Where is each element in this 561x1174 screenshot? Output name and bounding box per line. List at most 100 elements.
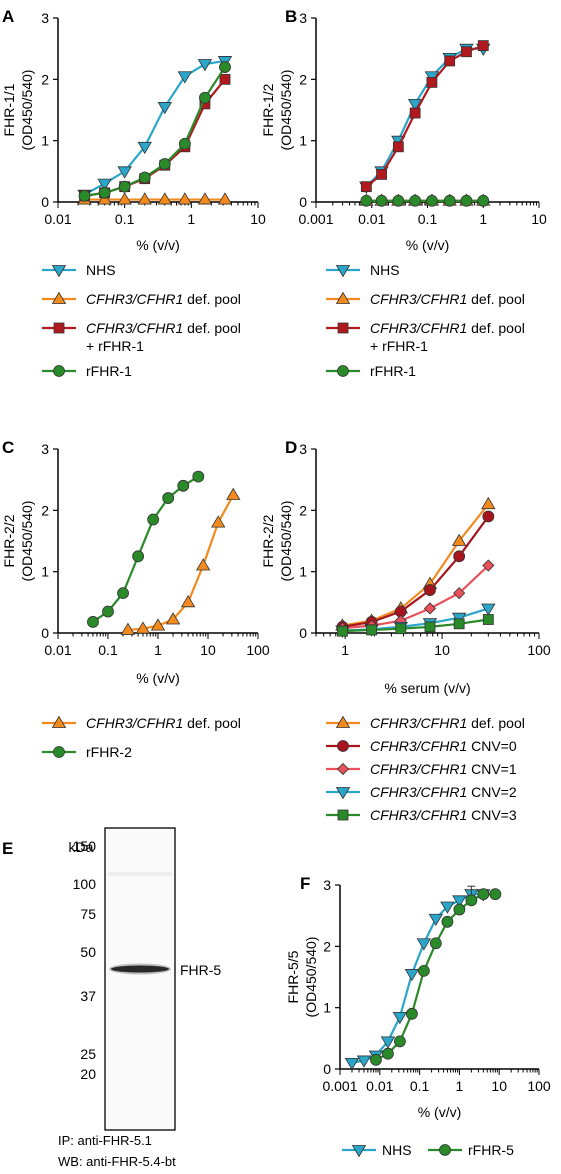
data-point — [460, 194, 473, 207]
legend-marker — [337, 809, 349, 821]
y-tick-label: 0 — [299, 194, 307, 210]
data-point — [452, 895, 467, 908]
y-axis-label-unit: (OD450/540) — [303, 937, 319, 1018]
data-point — [356, 1055, 372, 1068]
x-tick-label: 0.01 — [44, 642, 71, 658]
y-tick-label: 1 — [41, 133, 49, 149]
legend-A: NHS CFHR3/CFHR1 def. pool CFHR3/CFHR1 def.… — [42, 262, 241, 379]
series-nhs — [77, 56, 233, 202]
series-line — [84, 66, 226, 197]
legend-marker — [53, 365, 65, 377]
series-line — [92, 475, 199, 623]
x-tick-label: 1 — [187, 211, 195, 227]
data-point — [482, 614, 494, 625]
series-nhs — [344, 889, 491, 1071]
fhr5-band — [111, 965, 169, 973]
y-axis-label-unit: (OD450/540) — [278, 70, 294, 151]
legend-label: NHS — [86, 262, 116, 278]
legend-label: CFHR3/CFHR1 def. pool — [86, 715, 241, 731]
data-point — [394, 1035, 406, 1048]
kda-marker-label: 100 — [73, 876, 97, 892]
y-tick-label: 0 — [323, 1061, 331, 1077]
data-point — [453, 618, 465, 630]
data-point — [180, 595, 196, 608]
data-point — [404, 969, 420, 982]
data-point — [177, 71, 193, 84]
legend-label: CFHR3/CFHR1 def. pool — [370, 715, 525, 731]
kda-label: kDa — [69, 839, 94, 855]
data-point — [477, 194, 490, 207]
data-point — [98, 186, 111, 199]
x-tick-label: 10 — [200, 642, 216, 658]
x-tick-label: 10 — [250, 211, 266, 227]
x-axis-label: % (v/v) — [418, 1104, 462, 1120]
legend-label: rFHR-1 — [370, 363, 416, 379]
legend-label: rFHR-5 — [468, 1142, 514, 1158]
x-tick-label: 10 — [491, 1078, 507, 1094]
x-tick-label: 0.001 — [298, 211, 333, 227]
data-point — [477, 40, 489, 51]
data-point — [481, 603, 496, 616]
legend-marker — [51, 291, 67, 304]
panel-letter: E — [2, 839, 13, 858]
data-point — [426, 77, 438, 88]
chart-A: A 0 1 2 3 0.01 0.1 1 10 % (v/v) FHR-1/1 (OD450/540) — [1, 7, 266, 253]
y-axis-label-unit: (OD450/540) — [19, 70, 35, 151]
data-point — [382, 1047, 394, 1060]
data-point — [366, 624, 378, 636]
data-point — [395, 623, 407, 635]
data-point — [453, 550, 466, 563]
data-point — [392, 1011, 408, 1025]
data-point — [157, 102, 173, 115]
data-point — [481, 496, 496, 510]
legend-B: NHS CFHR3/CFHR1 def. pool CFHR3/CFHR1 def.… — [326, 262, 525, 379]
y-tick-label: 1 — [41, 564, 49, 580]
data-point — [441, 915, 454, 928]
x-tick-label: 100 — [527, 642, 551, 658]
x-tick-label: 0.01 — [44, 211, 71, 227]
legend-marker — [335, 291, 351, 304]
data-point — [117, 192, 132, 205]
data-point — [137, 141, 152, 155]
data-point — [78, 189, 91, 202]
data-point — [443, 194, 456, 207]
legend-marker — [439, 1144, 451, 1156]
y-axis-label-unit: (OD450/540) — [19, 501, 35, 582]
data-point — [219, 61, 231, 73]
data-point — [405, 1007, 418, 1020]
data-point — [197, 192, 213, 205]
series-cnv2 — [335, 603, 496, 638]
data-point — [102, 605, 114, 618]
data-point — [424, 621, 436, 633]
legend-marker — [51, 715, 67, 728]
data-point — [199, 91, 211, 104]
data-point — [137, 192, 152, 205]
x-axis-label: % (v/v) — [136, 670, 180, 686]
data-point — [453, 587, 466, 600]
data-point — [135, 621, 151, 634]
legend-marker — [337, 322, 349, 334]
x-tick-label: 0.1 — [410, 1078, 430, 1094]
legend-label: CFHR3/CFHR1 CNV=3 — [370, 807, 517, 823]
y-tick-label: 2 — [299, 71, 307, 87]
x-tick-label: 0.01 — [358, 211, 385, 227]
x-tick-label: 0.1 — [418, 211, 438, 227]
legend-marker — [335, 787, 351, 800]
data-point — [219, 73, 231, 85]
data-point — [409, 107, 421, 119]
y-axis-label: FHR-1/1 — [1, 83, 17, 136]
data-point — [370, 1053, 382, 1066]
y-axis-label-unit: (OD450/540) — [278, 501, 294, 582]
wb-text: WB: anti-FHR-5.4-bt — [58, 1154, 176, 1169]
series-line — [127, 494, 235, 632]
chart-B: B 0 1 2 3 0.001 0.01 0.1 1 10 % (v/v) FHR-1/2 (OD450… — [260, 7, 547, 253]
data-point — [337, 625, 348, 637]
data-point — [424, 584, 436, 596]
kda-marker-label: 25 — [80, 1046, 96, 1062]
y-tick-label: 1 — [299, 133, 307, 149]
kda-marker-label: 75 — [80, 906, 96, 922]
data-point — [195, 558, 211, 571]
kda-marker-label: 150 — [73, 838, 97, 854]
series-cnv0 — [336, 510, 495, 633]
